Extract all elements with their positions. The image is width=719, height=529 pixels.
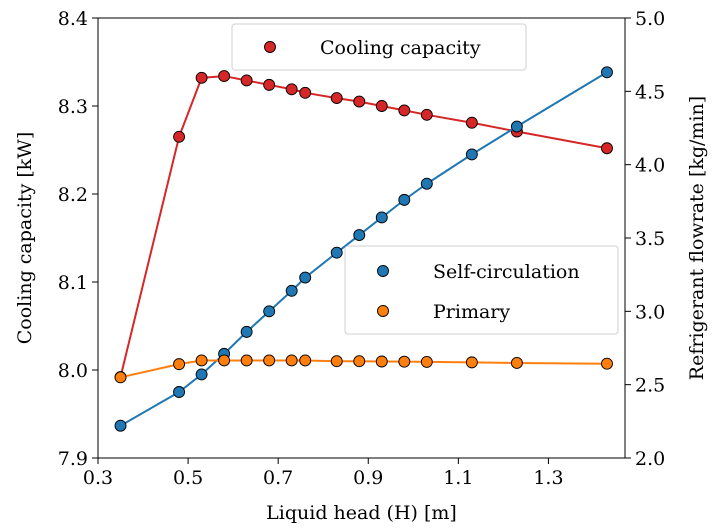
legend-marker-cooling-capacity bbox=[264, 41, 276, 53]
data-point-self-circulation bbox=[240, 325, 253, 338]
legend-label-cooling-capacity: Cooling capacity bbox=[320, 37, 481, 59]
y-left-tick-label: 8.3 bbox=[58, 96, 88, 118]
data-point-self-circulation bbox=[330, 246, 343, 259]
series-line-self-circulation bbox=[120, 71, 608, 427]
y-left-axis-ticks: 7.9 8.0 8.1 8.2 8.3 8.4 bbox=[58, 8, 98, 470]
y-left-axis-label: Cooling capacity [kW] bbox=[14, 132, 36, 344]
data-point-self-circulation bbox=[299, 271, 312, 284]
y-left-tick-label: 8.0 bbox=[58, 360, 88, 382]
data-point-cooling-capacity bbox=[263, 78, 276, 91]
data-point-cooling-capacity bbox=[285, 83, 298, 96]
y-right-tick-label: 3.5 bbox=[635, 228, 665, 250]
y-right-axis-ticks: 2.0 2.5 3.0 3.5 4.0 4.5 5.0 bbox=[625, 8, 665, 470]
data-point-cooling-capacity bbox=[173, 130, 186, 143]
x-axis-ticks: 0.3 0.5 0.7 0.9 1.1 1.3 bbox=[83, 458, 564, 489]
y-right-tick-label: 2.5 bbox=[635, 375, 665, 397]
y-left-tick-label: 8.1 bbox=[58, 272, 88, 294]
data-point-cooling-capacity bbox=[601, 142, 613, 155]
legend-cooling-capacity: Cooling capacity bbox=[231, 23, 527, 71]
data-point-self-circulation bbox=[263, 305, 276, 318]
data-point-self-circulation bbox=[420, 177, 433, 190]
data-point-self-circulation bbox=[195, 368, 208, 381]
data-point-cooling-capacity bbox=[398, 104, 411, 117]
data-point-cooling-capacity bbox=[375, 100, 388, 112]
data-point-primary bbox=[510, 357, 523, 369]
x-tick-label: 0.7 bbox=[263, 467, 293, 489]
data-point-cooling-capacity bbox=[465, 116, 478, 129]
data-point-primary bbox=[465, 356, 478, 369]
data-point-cooling-capacity bbox=[218, 70, 231, 83]
data-point-primary bbox=[330, 355, 343, 368]
data-point-primary bbox=[263, 354, 276, 367]
data-point-primary bbox=[601, 357, 613, 370]
x-tick-label: 0.3 bbox=[83, 467, 113, 489]
y-right-axis-label: Refrigerant flowrate [kg/min] bbox=[686, 96, 708, 380]
data-point-cooling-capacity bbox=[353, 95, 366, 108]
x-axis-label: Liquid head (H) [m] bbox=[266, 502, 457, 524]
data-point-self-circulation bbox=[285, 284, 298, 297]
data-point-cooling-capacity bbox=[299, 86, 312, 99]
legend-marker-primary bbox=[377, 305, 389, 317]
series-line-cooling-capacity bbox=[119, 75, 608, 378]
data-point-primary bbox=[420, 355, 433, 368]
data-point-cooling-capacity bbox=[195, 71, 208, 84]
data-point-self-circulation bbox=[114, 419, 127, 432]
series-layer bbox=[114, 66, 613, 432]
y-right-tick-label: 4.0 bbox=[635, 155, 665, 177]
y-right-tick-label: 5.0 bbox=[635, 8, 665, 30]
data-point-primary bbox=[398, 355, 411, 368]
data-point-primary bbox=[114, 371, 127, 384]
data-point-self-circulation bbox=[601, 66, 613, 79]
data-point-primary bbox=[195, 354, 208, 367]
data-point-primary bbox=[375, 355, 388, 368]
y-left-tick-label: 8.4 bbox=[58, 8, 88, 30]
x-tick-label: 1.3 bbox=[533, 467, 563, 489]
data-point-self-circulation bbox=[398, 193, 411, 206]
y-right-tick-label: 3.0 bbox=[635, 301, 665, 323]
x-tick-label: 0.9 bbox=[353, 467, 383, 489]
x-tick-label: 1.1 bbox=[443, 467, 473, 489]
data-point-primary bbox=[173, 358, 186, 371]
data-point-self-circulation bbox=[375, 211, 388, 224]
x-tick-label: 0.5 bbox=[173, 467, 203, 489]
data-point-cooling-capacity bbox=[240, 74, 253, 87]
data-point-self-circulation bbox=[353, 229, 366, 242]
y-left-tick-label: 8.2 bbox=[58, 184, 88, 206]
y-right-tick-label: 4.5 bbox=[635, 81, 665, 103]
legend-box bbox=[344, 245, 619, 335]
data-point-self-circulation bbox=[465, 148, 478, 161]
legend-flowrate: Self-circulation Primary bbox=[344, 245, 619, 335]
data-point-primary bbox=[285, 354, 298, 367]
legend-label-self-circulation: Self-circulation bbox=[433, 261, 580, 283]
data-point-primary bbox=[299, 354, 312, 367]
data-point-primary bbox=[218, 354, 231, 367]
legend-marker-self-circulation bbox=[377, 265, 389, 277]
data-point-cooling-capacity bbox=[420, 108, 433, 121]
data-point-self-circulation bbox=[510, 120, 523, 133]
legend-box bbox=[231, 23, 527, 71]
data-point-self-circulation bbox=[173, 386, 186, 398]
y-right-tick-label: 2.0 bbox=[635, 448, 665, 470]
data-point-primary bbox=[353, 355, 366, 368]
data-point-cooling-capacity bbox=[330, 92, 343, 105]
legend-label-primary: Primary bbox=[433, 301, 510, 323]
y-left-tick-label: 7.9 bbox=[58, 448, 88, 470]
series-line-primary bbox=[120, 359, 607, 379]
data-point-primary bbox=[240, 354, 253, 367]
